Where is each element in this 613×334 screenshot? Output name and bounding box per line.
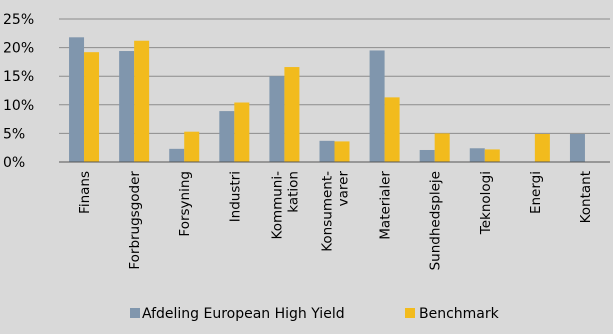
bar-fund	[269, 76, 285, 162]
y-axis: 0% 5% 10% 15% 20% 25%	[3, 12, 34, 171]
bar-fund	[319, 140, 335, 162]
bar-benchmark	[134, 40, 150, 162]
bar-fund	[219, 111, 235, 162]
category-label: Industri	[227, 171, 243, 222]
bar-benchmark	[284, 67, 300, 162]
gridlines	[59, 18, 610, 134]
bar-benchmark	[84, 52, 100, 163]
category-label: kation	[285, 171, 301, 213]
category-label: Energi	[528, 171, 544, 214]
category-label: Materialer	[378, 171, 394, 240]
bar-fund	[169, 148, 185, 162]
category-label: Konsument-	[320, 171, 336, 252]
legend-label-fund: Afdeling European High Yield	[142, 306, 345, 322]
bar-benchmark	[534, 133, 550, 162]
x-axis: Finans Forbrugsgoder Forsyning Industri Komm…	[59, 161, 610, 270]
y-tick-label: 5%	[3, 126, 25, 142]
y-tick-label: 15%	[3, 69, 34, 85]
bar-benchmark	[334, 141, 350, 162]
category-label: Forbrugsgoder	[127, 171, 143, 270]
bar-fund	[369, 50, 385, 162]
legend-label-benchmark: Benchmark	[419, 306, 500, 322]
bar-benchmark	[484, 149, 500, 162]
y-tick-label: 10%	[3, 98, 34, 114]
category-label: Teknologi	[478, 171, 494, 235]
category-label: Kommuni-	[269, 171, 285, 240]
category-label: Forsyning	[177, 171, 193, 237]
category-label: Sundhedspleje	[428, 171, 444, 270]
legend-swatch-benchmark	[405, 308, 415, 318]
legend: Afdeling European High Yield Benchmark	[130, 306, 500, 322]
bar-benchmark	[434, 133, 450, 162]
bar-fund	[69, 37, 85, 162]
bar-fund	[419, 149, 435, 162]
category-label: Finans	[77, 171, 93, 214]
category-label: varer	[336, 171, 352, 207]
bar-fund	[469, 148, 485, 162]
bar-benchmark	[384, 97, 400, 162]
legend-swatch-fund	[130, 308, 140, 318]
y-tick-label: 25%	[3, 12, 34, 28]
y-tick-label: 20%	[3, 41, 34, 57]
bar-fund	[119, 51, 135, 163]
bars	[69, 37, 585, 163]
bar-fund	[569, 133, 585, 162]
bar-benchmark	[184, 131, 200, 162]
bar-benchmark	[234, 102, 250, 162]
category-label: Kontant	[578, 171, 594, 223]
y-tick-label: 0%	[3, 155, 25, 171]
